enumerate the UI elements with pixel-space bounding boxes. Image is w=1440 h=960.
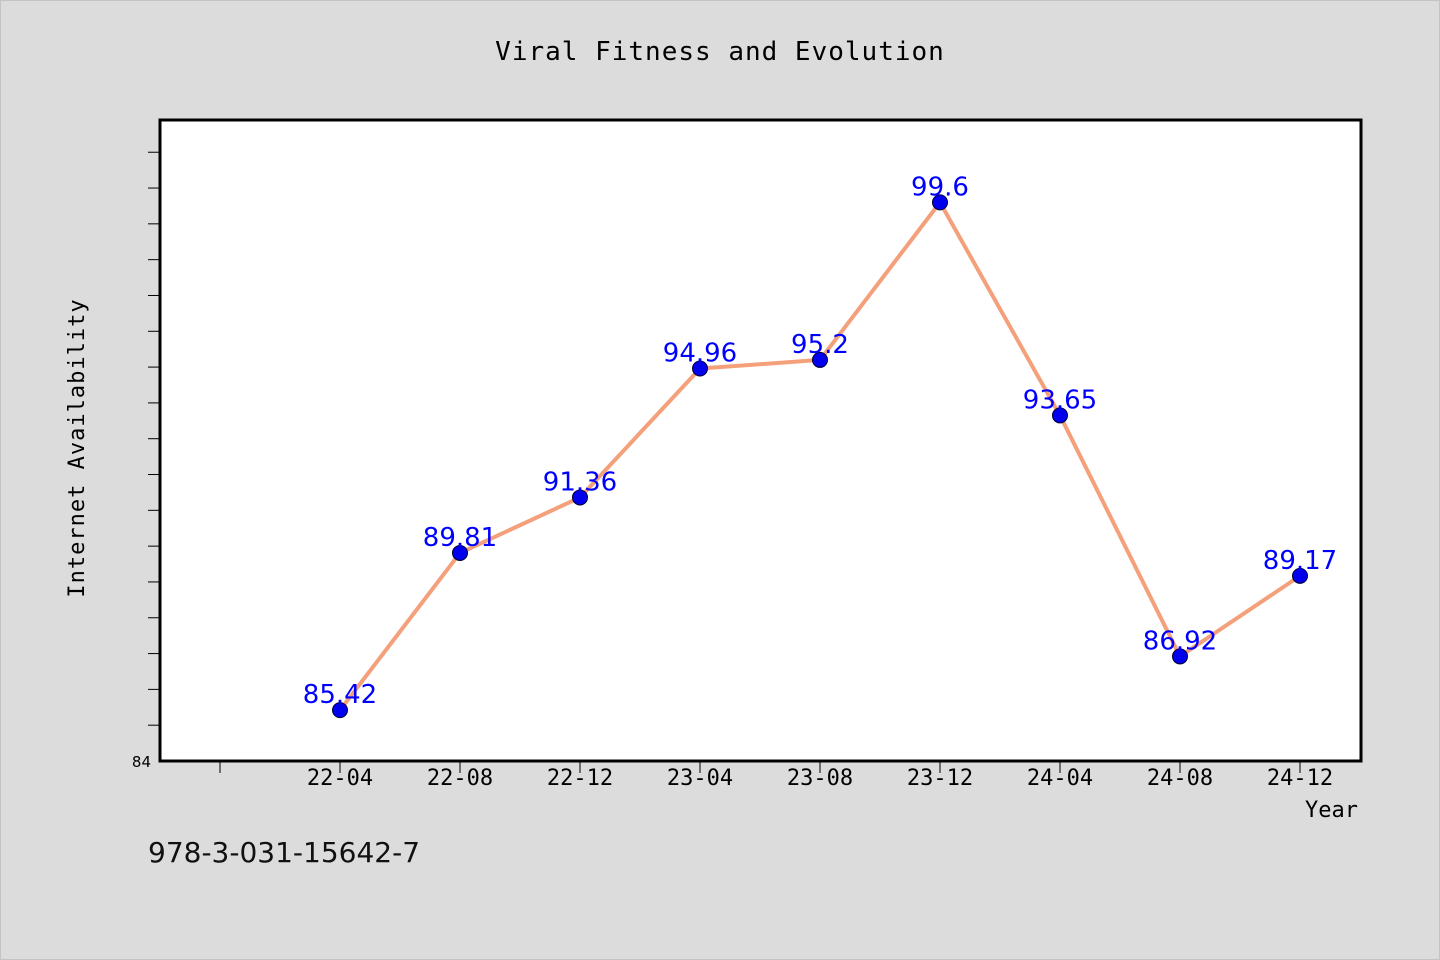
series-markers-group — [332, 194, 1308, 719]
x-tick-label: 24-12 — [1267, 766, 1333, 791]
data-point — [932, 194, 948, 211]
y-axis-label: Internet Availability — [65, 298, 90, 597]
data-point — [1052, 407, 1068, 424]
data-label: 95.2 — [791, 330, 849, 360]
data-label: 99.6 — [911, 172, 969, 202]
x-tick-label: 22-08 — [427, 766, 493, 791]
x-tick-label: 24-04 — [1027, 766, 1093, 791]
x-tick-label: 23-12 — [907, 766, 973, 791]
x-axis-tick-labels: 22-04 22-08 22-12 23-04 23-08 23-12 24-04 24-08… — [307, 766, 1333, 791]
data-label: 86.92 — [1143, 626, 1217, 656]
chart-title: Viral Fitness and Evolution — [495, 37, 945, 67]
data-label: 93.65 — [1023, 385, 1097, 415]
data-label: 91.36 — [543, 467, 617, 497]
plot-frame — [158, 118, 1363, 763]
y-tick-label-min: 84 — [132, 753, 151, 771]
y-axis-ticks — [148, 151, 160, 726]
data-point — [692, 360, 708, 377]
x-tick-label: 23-08 — [787, 766, 853, 791]
x-tick-label: 23-04 — [667, 766, 733, 791]
plot-area — [160, 120, 1361, 761]
data-label: 94.96 — [663, 339, 737, 369]
data-label: 89.81 — [423, 523, 497, 553]
data-point — [452, 544, 468, 561]
x-axis-label: Year — [1305, 798, 1358, 823]
data-point — [332, 702, 348, 719]
data-label: 85.42 — [303, 680, 377, 710]
x-tick-label: 22-04 — [307, 766, 373, 791]
data-label: 89.17 — [1263, 546, 1337, 576]
x-tick-label: 22-12 — [547, 766, 613, 791]
data-point — [572, 489, 588, 506]
data-point — [1172, 648, 1188, 665]
data-point — [1292, 567, 1308, 584]
data-point — [812, 351, 828, 368]
data-labels-group: 85.42 89.81 91.36 94.96 95.2 99.6 93.65 86.92 89… — [303, 172, 1337, 710]
x-axis-ticks — [219, 761, 1301, 773]
footer-isbn: 978-3-031-15642-7 — [148, 836, 420, 869]
x-tick-label: 24-08 — [1147, 766, 1213, 791]
